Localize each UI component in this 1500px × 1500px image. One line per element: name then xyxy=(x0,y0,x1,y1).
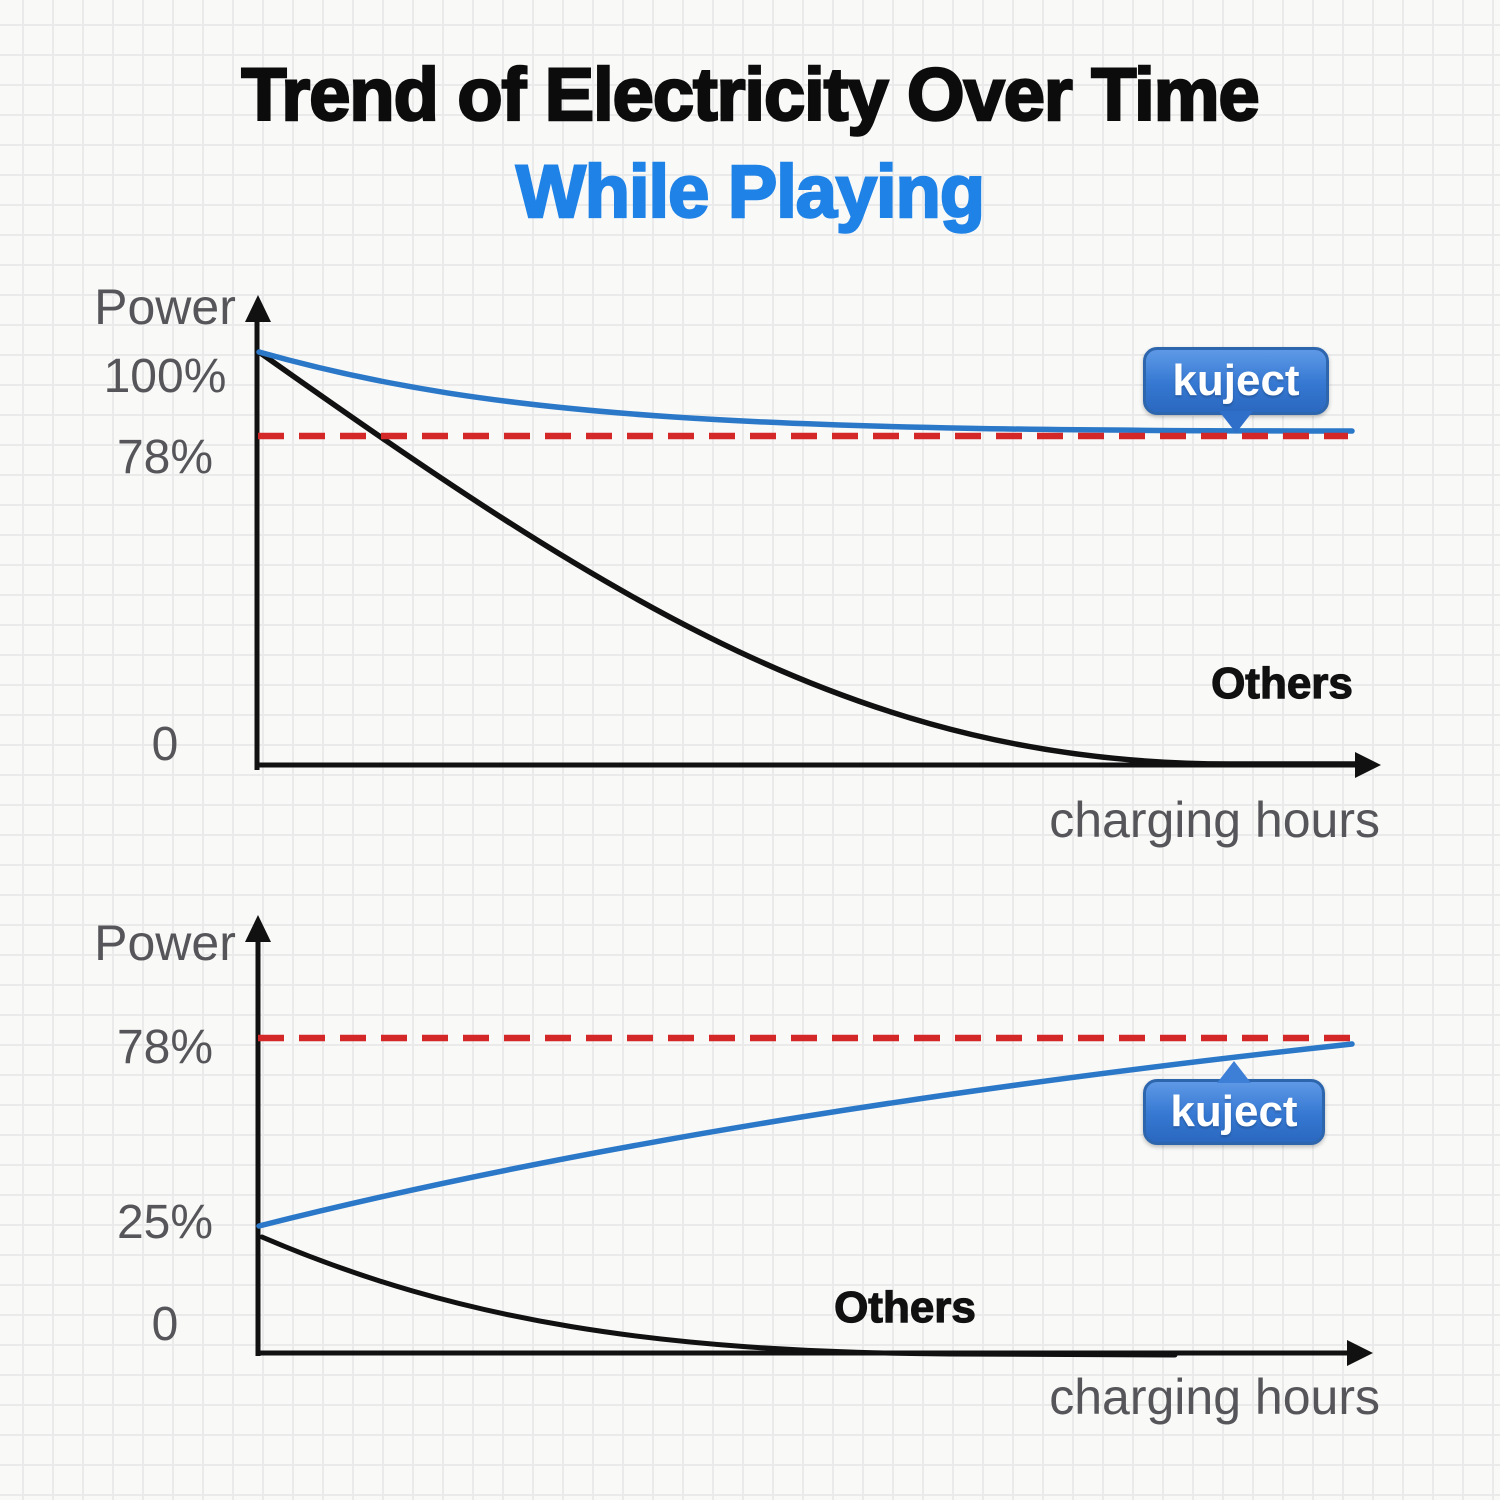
top-x-axis-arrow-icon xyxy=(1355,752,1381,778)
bottom-x-axis-title: charging hours xyxy=(1049,1369,1380,1425)
top-tick-100: 100% xyxy=(103,350,227,403)
top-y-axis-title: Power xyxy=(94,279,236,335)
bottom-kuject-badge: kuject xyxy=(1143,1061,1325,1145)
top-others-line xyxy=(256,349,1359,767)
bottom-others-line xyxy=(259,1234,1178,1358)
top-kuject-line xyxy=(256,349,1355,434)
bottom-tick-25: 25% xyxy=(116,1196,214,1249)
top-kuject-badge-label: kuject xyxy=(1172,356,1300,405)
bottom-tick-78: 78% xyxy=(116,1021,214,1074)
page-title-line2: While Playing xyxy=(515,149,987,235)
top-x-axis-title: charging hours xyxy=(1049,792,1380,848)
bottom-kuject-badge-label: kuject xyxy=(1170,1087,1298,1136)
top-tick-0: 0 xyxy=(151,718,179,771)
page-title-line1: Trend of Electricity Over Time xyxy=(240,52,1261,138)
bottom-tick-0: 0 xyxy=(151,1298,179,1351)
top-others-label: Others xyxy=(1210,659,1353,708)
top-badge-pointer-down-icon xyxy=(1219,411,1253,433)
bottom-badge-pointer-up-icon xyxy=(1217,1061,1251,1083)
top-kuject-badge: kuject xyxy=(1143,347,1329,433)
bottom-y-axis-arrow-icon xyxy=(245,915,271,942)
bottom-kuject-line xyxy=(256,1041,1355,1229)
page-title: Trend of Electricity Over Time While Pla… xyxy=(0,46,1500,240)
bottom-x-axis-arrow-icon xyxy=(1347,1340,1373,1366)
bottom-others-label: Others xyxy=(833,1283,976,1332)
bottom-y-axis-title: Power xyxy=(94,915,236,971)
top-tick-78: 78% xyxy=(116,431,214,484)
top-y-axis-arrow-icon xyxy=(245,295,271,322)
